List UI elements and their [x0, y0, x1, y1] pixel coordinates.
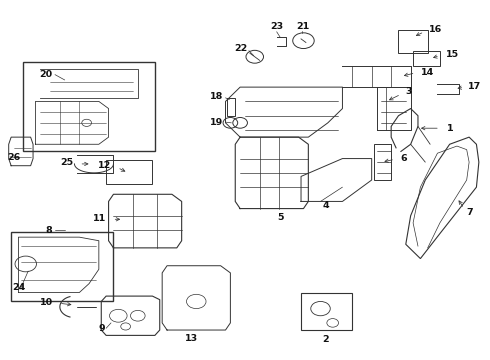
Text: 11: 11 — [93, 214, 106, 223]
Text: 7: 7 — [466, 208, 473, 217]
Text: 25: 25 — [60, 158, 74, 167]
Text: 21: 21 — [296, 22, 309, 31]
Text: 10: 10 — [39, 298, 52, 307]
Text: 15: 15 — [446, 50, 459, 59]
Text: 13: 13 — [185, 334, 198, 343]
Text: 2: 2 — [322, 336, 329, 345]
Text: 20: 20 — [39, 70, 52, 79]
Text: 24: 24 — [12, 283, 25, 292]
Text: 14: 14 — [421, 68, 435, 77]
Text: 3: 3 — [406, 87, 412, 96]
Text: 17: 17 — [468, 82, 481, 91]
Text: 4: 4 — [323, 201, 330, 210]
Text: 22: 22 — [234, 44, 247, 53]
Text: 16: 16 — [429, 26, 442, 35]
Text: 8: 8 — [46, 225, 52, 234]
Text: 6: 6 — [400, 154, 407, 163]
Text: 1: 1 — [447, 124, 454, 133]
Text: 26: 26 — [7, 153, 21, 162]
Text: 23: 23 — [270, 22, 283, 31]
Text: 12: 12 — [98, 161, 111, 170]
Text: 9: 9 — [98, 324, 105, 333]
Text: 19: 19 — [210, 118, 223, 127]
Text: 18: 18 — [210, 91, 223, 100]
Text: 5: 5 — [277, 213, 283, 222]
